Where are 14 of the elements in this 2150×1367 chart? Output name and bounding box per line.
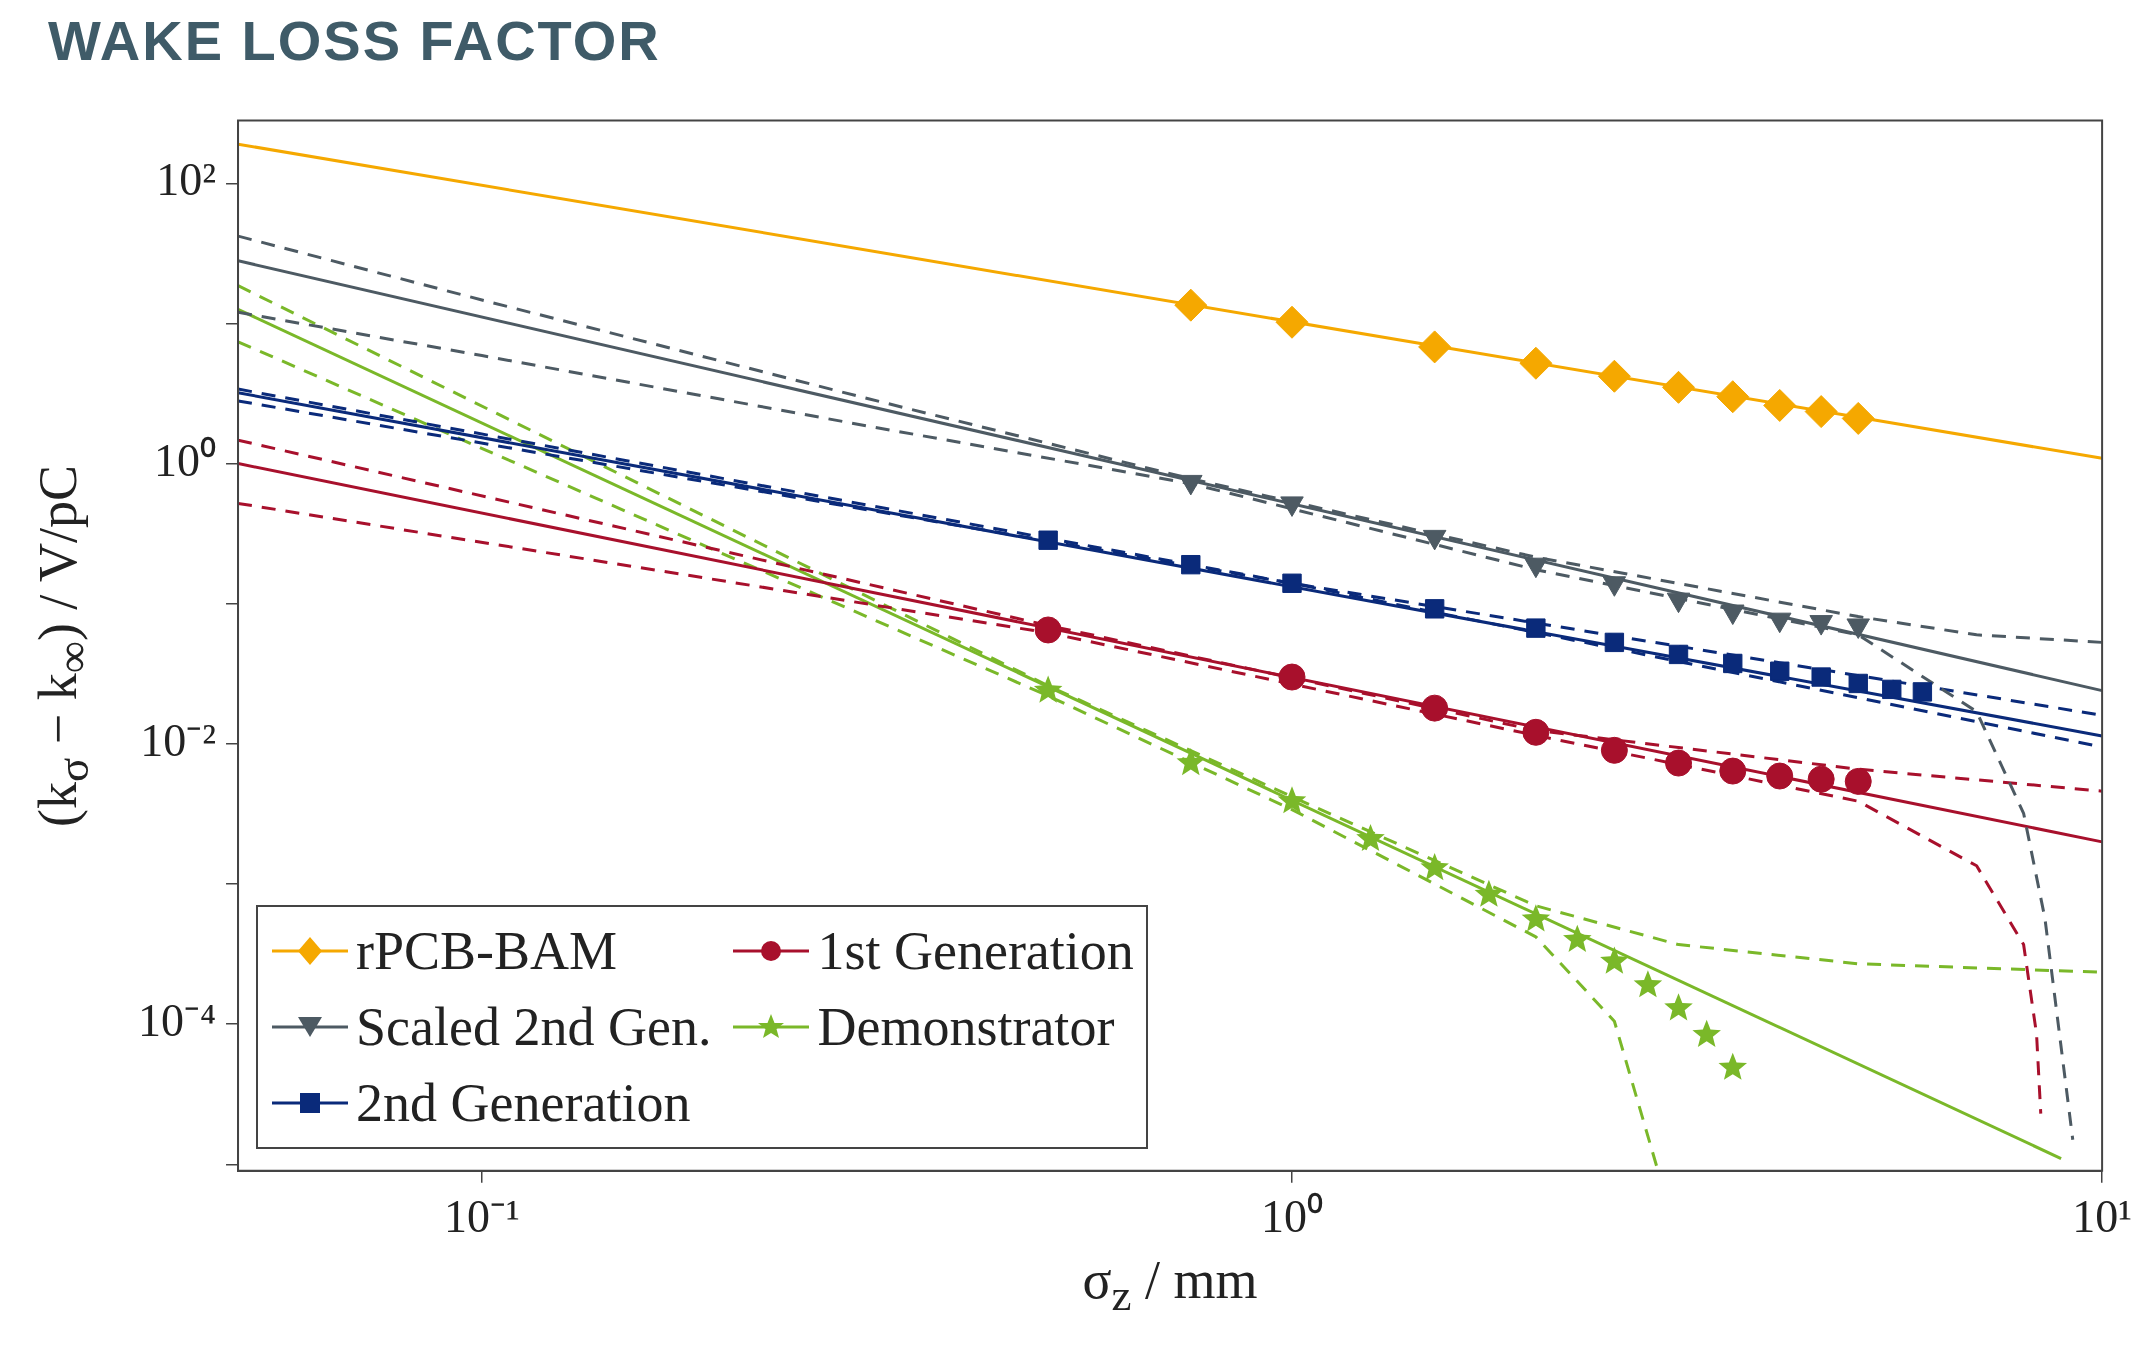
y-tick-label: 10⁻⁴ <box>137 995 217 1047</box>
legend-label: Demonstrator <box>817 995 1115 1059</box>
y-tick-label: 10⁰ <box>154 434 217 486</box>
legend-label: Scaled 2nd Gen. <box>356 995 712 1059</box>
legend-label: 1st Generation <box>817 919 1134 983</box>
legend-label: 2nd Generation <box>356 1071 691 1135</box>
x-tick-label: 10⁻¹ <box>444 1191 520 1243</box>
x-axis-title: σ$_{z}$ / mm <box>1082 1248 1258 1321</box>
x-tick-label: 10⁰ <box>1261 1191 1323 1243</box>
y-tick-label: 10² <box>156 154 217 206</box>
y-tick-label: 10⁻² <box>140 714 217 766</box>
chart-title: WAKE LOSS FACTOR <box>48 8 661 73</box>
x-tick-label: 10¹ <box>2072 1191 2132 1243</box>
legend-label: rPCB-BAM <box>356 919 618 983</box>
